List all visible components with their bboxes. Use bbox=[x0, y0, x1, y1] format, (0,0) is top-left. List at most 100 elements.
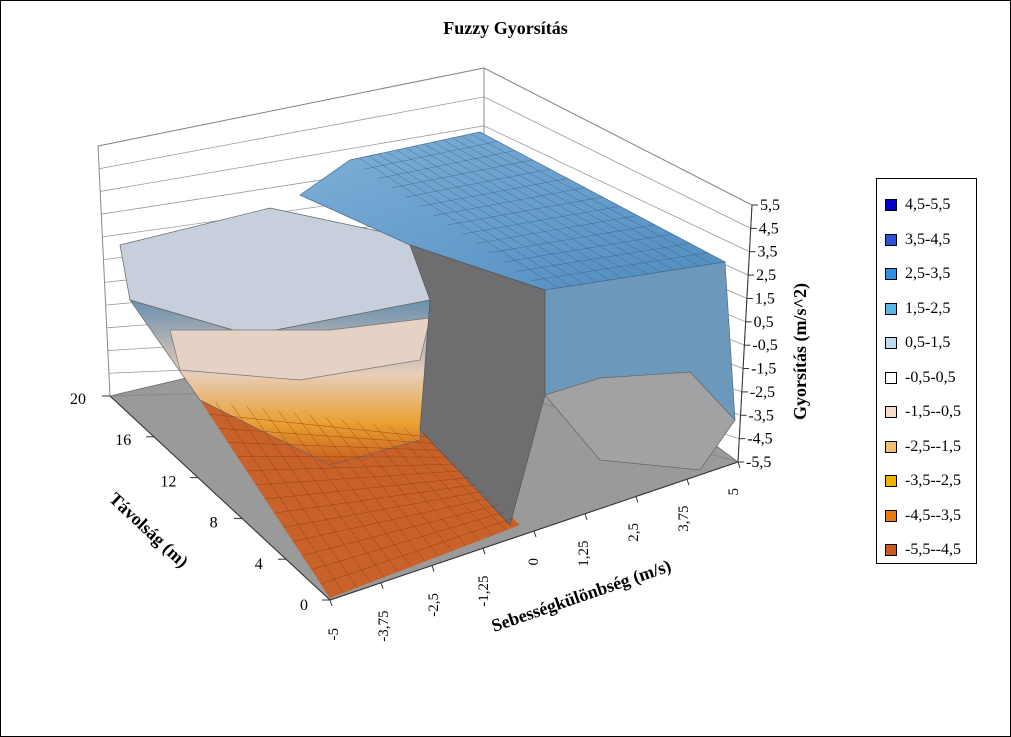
legend-swatch bbox=[885, 440, 897, 453]
surface-center-slope bbox=[409, 244, 546, 526]
y-tick-label: 12 bbox=[160, 473, 176, 490]
x-tick-label: -5 bbox=[326, 628, 342, 641]
mesh-line bbox=[264, 477, 471, 500]
x-tick-labels: -5 -3,75 -2,5 -1,25 0 1,25 2,5 3,75 5 bbox=[326, 461, 742, 642]
legend: 4,5-5,5 3,5-4,5 2,5-3,5 1,5-2,5 0,5-1,5 -0,5-… bbox=[876, 178, 977, 564]
legend-label: 0,5-1,5 bbox=[905, 334, 951, 352]
legend-item: 0,5-1,5 bbox=[885, 326, 976, 361]
mesh-line bbox=[283, 490, 485, 528]
z-tick-label: 3,5 bbox=[757, 244, 777, 261]
legend-swatch bbox=[885, 544, 897, 557]
legend-swatch bbox=[885, 337, 897, 350]
mesh-line bbox=[475, 215, 638, 244]
legend-swatch bbox=[885, 406, 897, 419]
legend-item: -0,5-0,5 bbox=[885, 361, 976, 396]
chart-title: Fuzzy Gyorsítás bbox=[443, 18, 568, 38]
surface-right-ledge bbox=[544, 371, 736, 471]
mesh-line bbox=[503, 233, 673, 263]
mesh-line bbox=[391, 159, 533, 189]
legend-item: 3,5-4,5 bbox=[885, 223, 976, 258]
mesh-line bbox=[517, 243, 691, 272]
legend-label: 4,5-5,5 bbox=[905, 196, 951, 214]
mesh-line bbox=[341, 419, 453, 552]
mesh-line bbox=[311, 511, 506, 570]
x-tick-label: 0 bbox=[526, 558, 542, 566]
x-tick-mark bbox=[737, 461, 741, 469]
mesh-line bbox=[302, 504, 499, 556]
x-tick-label: 2,5 bbox=[626, 523, 642, 542]
legend-item: -4,5--3,5 bbox=[885, 499, 976, 534]
legend-label: -5,5--4,5 bbox=[905, 541, 961, 559]
legend-item: -5,5--4,5 bbox=[885, 533, 976, 568]
legend-swatch bbox=[885, 371, 897, 384]
y-tick-label: 20 bbox=[70, 391, 86, 408]
mesh-line bbox=[274, 484, 478, 514]
z-tick-label: 0,5 bbox=[754, 314, 774, 331]
mesh-line bbox=[405, 168, 551, 198]
mesh-line bbox=[356, 421, 466, 546]
legend-label: -3,5--2,5 bbox=[905, 472, 961, 490]
legend-swatch bbox=[885, 302, 897, 315]
mesh-line bbox=[404, 427, 507, 531]
x-tick-mark bbox=[329, 599, 333, 607]
z-tick-labels: 5,5 4,5 3,5 2,5 1,5 0,5 -0,5 -1,5 -2,5 -3,5 -4,5 -5… bbox=[738, 197, 780, 471]
legend-label: 3,5-4,5 bbox=[905, 230, 951, 248]
z-axis-line bbox=[737, 204, 753, 463]
x-tick-label: 5 bbox=[726, 488, 742, 496]
legend-swatch bbox=[885, 233, 897, 246]
z-tick-label: -1,5 bbox=[751, 361, 776, 378]
y-tick-labels: 0 4 8 12 16 20 bbox=[70, 391, 330, 614]
z-tick-label: 2,5 bbox=[756, 267, 776, 284]
legend-item: -1,5--0,5 bbox=[885, 395, 976, 430]
x-tick-mark bbox=[533, 530, 537, 538]
legend-swatch bbox=[885, 509, 897, 522]
legend-item: 2,5-3,5 bbox=[885, 257, 976, 292]
z-tick-label: -4,5 bbox=[747, 431, 772, 448]
y-axis-line bbox=[109, 395, 331, 601]
z-tick-label: 5,5 bbox=[760, 197, 780, 214]
mesh-line bbox=[447, 196, 603, 226]
legend-label: -4,5--3,5 bbox=[905, 506, 961, 524]
legend-label: -2,5--1,5 bbox=[905, 437, 961, 455]
z-tick-label: 4,5 bbox=[759, 220, 779, 237]
legend-label: 1,5-2,5 bbox=[905, 299, 951, 317]
mesh-line bbox=[372, 423, 480, 541]
x-tick-mark bbox=[584, 513, 588, 520]
mesh-line bbox=[320, 518, 513, 585]
y-tick-label: 4 bbox=[255, 556, 263, 573]
mesh-line bbox=[461, 206, 621, 235]
legend-item: -2,5--1,5 bbox=[885, 430, 976, 465]
x-tick-label: 1,25 bbox=[576, 541, 592, 567]
surface-mesh bbox=[209, 133, 713, 593]
legend-swatch bbox=[885, 199, 897, 212]
mesh-line bbox=[363, 141, 498, 170]
y-tick-label: 16 bbox=[115, 432, 131, 449]
legend-label: -1,5--0,5 bbox=[905, 403, 961, 421]
legend-item: 1,5-2,5 bbox=[885, 292, 976, 327]
surface-mid-terrace bbox=[169, 317, 431, 381]
legend-item: -3,5--2,5 bbox=[885, 464, 976, 499]
x-tick-mark bbox=[635, 496, 639, 503]
legend-swatch bbox=[885, 268, 897, 281]
legend-label: 2,5-3,5 bbox=[905, 265, 951, 283]
mesh-line bbox=[433, 187, 586, 216]
x-tick-mark bbox=[686, 479, 690, 486]
y-axis-title: Távolság (m) bbox=[105, 488, 193, 572]
legend-label: -0,5-0,5 bbox=[905, 368, 956, 386]
mesh-line bbox=[292, 497, 492, 542]
x-tick-label: -2,5 bbox=[426, 593, 442, 617]
x-tick-label: -1,25 bbox=[476, 576, 492, 607]
z-tick-label: 1,5 bbox=[755, 290, 775, 307]
z-tick-label: -2,5 bbox=[750, 384, 775, 401]
x-tick-mark bbox=[482, 548, 486, 555]
mesh-line bbox=[377, 150, 516, 179]
mesh-line bbox=[419, 178, 568, 207]
legend-swatch bbox=[885, 475, 897, 488]
x-tick-mark bbox=[431, 565, 435, 572]
y-tick-label: 8 bbox=[210, 515, 218, 532]
mesh-line bbox=[325, 417, 439, 557]
legend-item: 4,5-5,5 bbox=[885, 188, 976, 223]
x-tick-label: 3,75 bbox=[676, 506, 692, 532]
z-tick-label: -0,5 bbox=[752, 337, 777, 354]
x-tick-mark bbox=[380, 582, 384, 589]
